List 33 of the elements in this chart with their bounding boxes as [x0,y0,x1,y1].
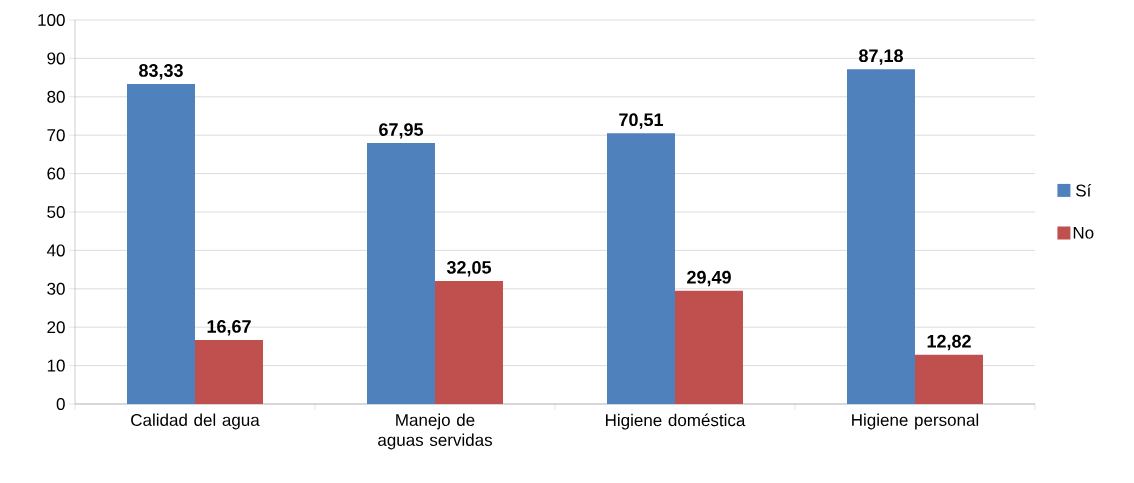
data-label: 12,82 [927,334,971,351]
data-label: 16,67 [207,320,251,336]
data-label: 67,95 [379,123,424,139]
legend-label: No [1073,226,1094,239]
data-label: 29,49 [687,270,731,287]
x-tick-label: Higiene doméstica [606,413,746,430]
legend-label: Sí [1076,183,1092,197]
bar [435,280,504,404]
y-tick-label: 100 [38,13,65,27]
x-tick-label: Calidad del agua [131,413,260,430]
y-tick-label: 70 [47,129,65,142]
data-label: 70,51 [619,113,664,129]
bar [195,339,264,404]
data-label: 87,18 [859,49,903,65]
y-tick-label: 30 [47,282,65,295]
bar [915,354,984,404]
y-tick-label: 10 [47,359,65,372]
data-label: 32,05 [446,261,492,277]
bar [847,69,916,404]
x-tick-label: Manejo de aguas servidas [378,413,493,450]
bar [675,290,744,404]
data-label: 83,33 [139,64,183,80]
x-tick-label: Higiene personal [852,413,979,430]
y-tick-label: 90 [47,52,65,65]
y-tick-label: 20 [47,321,65,334]
bar [367,143,436,404]
y-tick-label: 40 [46,244,65,257]
y-tick-label: 0 [56,397,65,411]
bar [127,84,196,404]
y-tick-label: 60 [47,167,65,180]
y-tick-label: 80 [47,90,65,103]
y-tick-label: 50 [47,205,65,219]
bar [607,133,676,404]
